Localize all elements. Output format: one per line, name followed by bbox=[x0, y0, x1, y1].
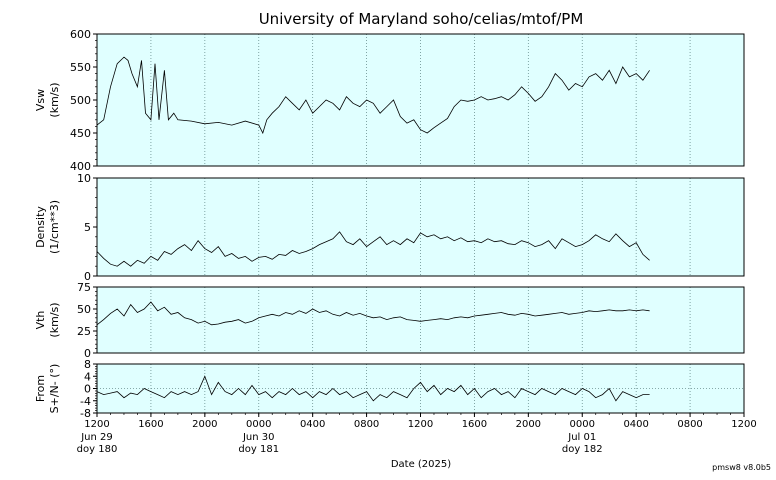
data-trace bbox=[96, 56, 650, 135]
x-axis: 1200 1600 2000 0000 0400 0800 1200 1600 2000 0000… bbox=[77, 413, 757, 455]
y-tick-label: -4 bbox=[80, 395, 91, 408]
y-tick-label: 5 bbox=[84, 221, 91, 234]
x-tick-label: 0400 bbox=[623, 419, 648, 430]
y-axis-label: Vth bbox=[34, 311, 47, 330]
x-tick-label: 1600 bbox=[138, 419, 163, 430]
y-tick-label: -8 bbox=[80, 407, 91, 420]
y-tick-label: 4 bbox=[84, 370, 91, 383]
doy-label: doy 181 bbox=[238, 444, 279, 455]
y-tick-label: 500 bbox=[70, 94, 91, 107]
doy-label: doy 180 bbox=[77, 444, 118, 455]
doy-label: doy 182 bbox=[562, 444, 603, 455]
date-label: Jul 01 bbox=[567, 432, 596, 443]
date-label: Jun 30 bbox=[242, 432, 275, 443]
x-tick-label: 0000 bbox=[570, 419, 595, 430]
x-axis-label: Date (2025) bbox=[391, 459, 451, 470]
y-axis-label: From bbox=[34, 375, 47, 402]
y-axis-label: (km/s) bbox=[48, 302, 61, 337]
x-tick-label: 1200 bbox=[84, 419, 109, 430]
x-tick-label: 1200 bbox=[731, 419, 756, 430]
y-tick-label: 400 bbox=[70, 160, 91, 173]
y-tick-label: 50 bbox=[77, 303, 91, 316]
data-trace bbox=[96, 231, 650, 267]
y-axis-label: Vsw bbox=[34, 89, 47, 111]
y-axis-label: S+/N- (°) bbox=[48, 364, 61, 414]
x-tick-label: 2000 bbox=[516, 419, 541, 430]
x-tick-label: 0800 bbox=[677, 419, 702, 430]
y-tick-label: 550 bbox=[70, 61, 91, 74]
x-tick-label: 1200 bbox=[408, 419, 433, 430]
y-tick-label: 0 bbox=[84, 270, 91, 283]
panel-1: 400 450 500 550 600 Vsw (km/s) bbox=[34, 28, 745, 173]
data-trace bbox=[96, 375, 650, 402]
y-tick-label: 25 bbox=[77, 325, 91, 338]
x-tick-label: 1600 bbox=[462, 419, 487, 430]
x-tick-label: 0400 bbox=[300, 419, 325, 430]
y-axis-label: (km/s) bbox=[48, 82, 61, 117]
y-tick-label: 75 bbox=[77, 281, 91, 294]
y-tick-label: 450 bbox=[70, 127, 91, 140]
y-axis-label: (1/cm**3) bbox=[48, 200, 61, 254]
panel-2: 0 5 10 Density (1/cm**3) bbox=[34, 172, 745, 283]
panel-frame bbox=[96, 286, 745, 354]
y-axis-label: Density bbox=[34, 206, 47, 248]
y-tick-label: 10 bbox=[77, 172, 91, 185]
x-tick-label: 0000 bbox=[246, 419, 271, 430]
y-tick-label: 8 bbox=[84, 358, 91, 371]
y-tick-label: 0 bbox=[84, 347, 91, 360]
panel-3: 0 25 50 75 Vth (km/s) bbox=[34, 281, 745, 360]
x-tick-label: 0800 bbox=[354, 419, 379, 430]
y-tick-label: 0 bbox=[84, 383, 91, 396]
version-footer: pmsw8 v8.0b5 bbox=[712, 463, 771, 472]
chart-title: University of Maryland soho/celias/mtof/… bbox=[259, 10, 584, 28]
y-tick-label: 600 bbox=[70, 28, 91, 41]
data-trace bbox=[96, 301, 650, 326]
x-tick-label: 2000 bbox=[192, 419, 217, 430]
date-label: Jun 29 bbox=[80, 432, 113, 443]
